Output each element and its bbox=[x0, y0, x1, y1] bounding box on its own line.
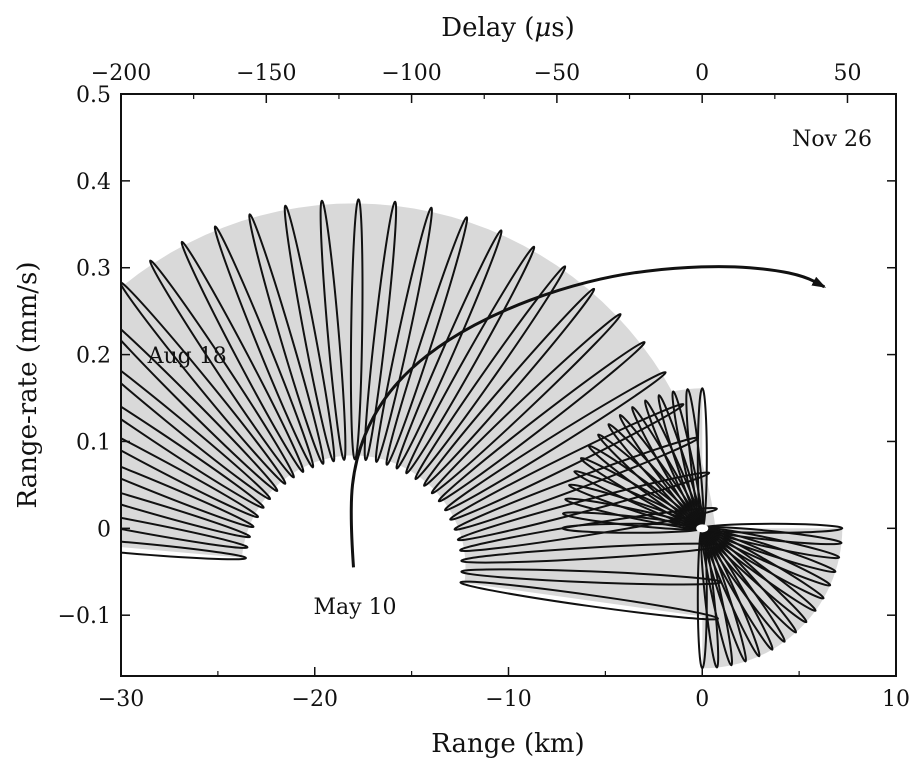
range-ellipse bbox=[121, 281, 287, 485]
range-ellipse bbox=[430, 313, 622, 495]
annotation-label: Nov 26 bbox=[792, 127, 872, 152]
y-tick-label: 0.5 bbox=[76, 83, 111, 108]
range-ellipse bbox=[405, 245, 536, 475]
annotations: Nov 26 Aug 18 May 10 bbox=[147, 127, 872, 620]
top-tick-label: −100 bbox=[381, 61, 441, 86]
top-tick-label: 0 bbox=[695, 61, 709, 86]
range-ellipse bbox=[363, 200, 398, 462]
x-tick-label: 10 bbox=[882, 687, 910, 712]
y-tick-label: 0.2 bbox=[76, 344, 111, 369]
range-ellipse bbox=[121, 394, 260, 519]
ellipse-traces bbox=[121, 198, 844, 670]
range-ellipse bbox=[213, 225, 315, 469]
top-axis-ticks: −200 −150 −100 −50 0 50 bbox=[91, 61, 861, 103]
range-ellipse bbox=[121, 333, 272, 501]
range-ellipse bbox=[121, 533, 247, 561]
range-ellipse bbox=[385, 216, 469, 466]
annotation-label: Aug 18 bbox=[147, 344, 227, 369]
annotation-label: May 10 bbox=[314, 595, 397, 620]
range-ellipse bbox=[121, 497, 249, 549]
x-tick-label: −10 bbox=[485, 687, 531, 712]
y-axis-ticks: −0.1 0 0.1 0.2 0.3 0.4 0.5 bbox=[58, 83, 896, 629]
range-ellipse bbox=[349, 198, 364, 461]
y-tick-label: 0 bbox=[97, 517, 111, 542]
top-tick-label: −50 bbox=[534, 61, 580, 86]
top-tick-label: −150 bbox=[236, 61, 296, 86]
top-tick-label: −200 bbox=[91, 61, 151, 86]
range-ellipse bbox=[374, 206, 433, 463]
y-tick-label: −0.1 bbox=[58, 604, 111, 629]
range-ellipse bbox=[180, 240, 305, 473]
y-axis-title: Range-rate (mm/s) bbox=[13, 262, 43, 509]
range-ellipse bbox=[319, 199, 347, 461]
range-ellipse bbox=[121, 462, 251, 539]
origin-gap bbox=[696, 524, 709, 533]
y-tick-label: 0.1 bbox=[76, 430, 111, 455]
range-ellipse bbox=[283, 204, 336, 463]
x-tick-label: 0 bbox=[695, 687, 709, 712]
range-ellipse bbox=[449, 403, 685, 521]
range-ellipse bbox=[121, 362, 265, 509]
x-axis-title: Range (km) bbox=[431, 729, 584, 759]
top-tick-label: 50 bbox=[833, 61, 861, 86]
shaded-envelope bbox=[121, 203, 843, 669]
range-ellipse bbox=[437, 341, 646, 503]
y-tick-label: 0.3 bbox=[76, 257, 111, 282]
x-tick-label: −30 bbox=[98, 687, 144, 712]
range-ellipse bbox=[395, 229, 503, 470]
range-ellipse bbox=[414, 265, 567, 481]
y-tick-label: 0.4 bbox=[76, 170, 111, 195]
range-ellipse bbox=[423, 287, 596, 487]
series-layer bbox=[349, 265, 827, 568]
range-ellipse bbox=[121, 427, 255, 529]
range-ellipse bbox=[444, 371, 667, 512]
range-ellipse bbox=[149, 259, 295, 479]
range-ellipse bbox=[121, 305, 279, 493]
center-track-line bbox=[349, 265, 827, 568]
range-ellipse bbox=[248, 213, 325, 465]
x-tick-label: −20 bbox=[292, 687, 338, 712]
top-axis-title: Delay (μs) bbox=[441, 13, 575, 43]
x-axis-ticks: −30 −20 −10 0 10 bbox=[98, 667, 910, 712]
